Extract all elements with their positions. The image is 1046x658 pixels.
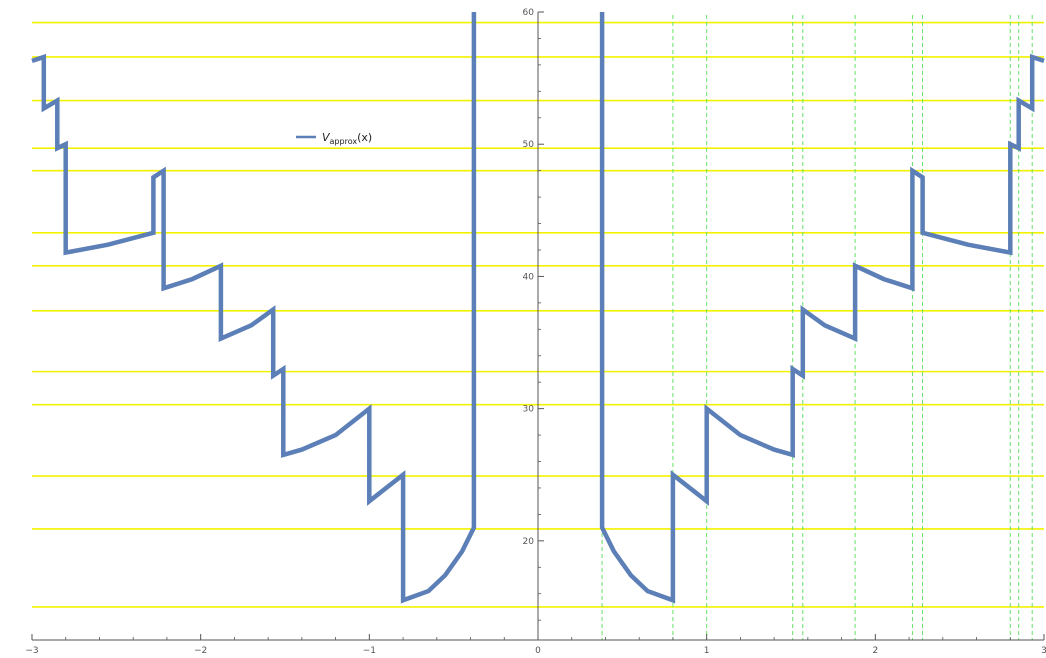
y-tick-label: 50 [523,140,535,150]
axes: −3 −2 −1 0 1 2 3 20 30 40 50 60 [25,8,1046,656]
legend-label: Vapprox(x) [322,131,372,146]
x-tick-label: −2 [194,646,207,656]
x-tick-label: 1 [704,646,710,656]
y-tick-label: 60 [523,8,535,18]
x-tick-label: −3 [25,646,38,656]
x-tick-label: 0 [535,646,541,656]
y-tick-label: 20 [523,537,535,547]
x-tick-label: 2 [872,646,878,656]
curve-left [31,12,477,604]
curve-right [599,12,1045,604]
x-tick-label: 3 [1041,646,1046,656]
turning-point-markers [601,15,1033,640]
x-tick-label: −1 [363,646,376,656]
legend: Vapprox(x) [296,131,372,146]
y-tick-label: 30 [523,405,535,415]
y-tick-label: 40 [523,272,535,282]
potential-curve [31,12,1045,604]
